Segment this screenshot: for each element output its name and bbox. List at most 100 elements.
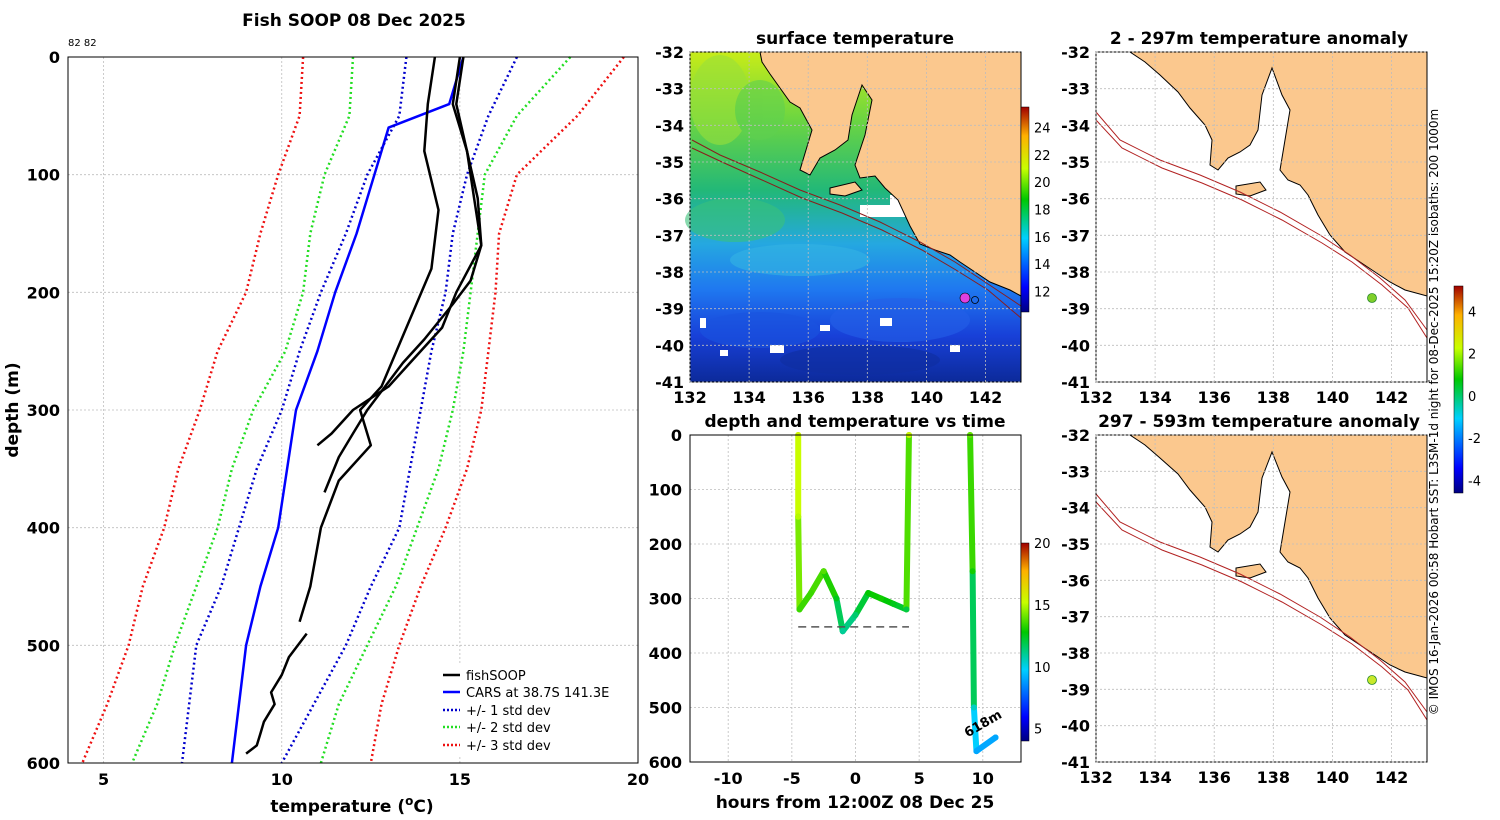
- time-ytick-label: 400: [649, 644, 682, 663]
- time-track-point: [865, 590, 872, 597]
- time-xtick-label: 5: [914, 769, 925, 788]
- time-ytick-label: 300: [649, 590, 682, 609]
- time-ytick-label: 100: [649, 481, 682, 500]
- anomaly-upper-marker: [1367, 293, 1377, 303]
- anomaly-lower-xtick-label: 134: [1138, 768, 1171, 787]
- time-track-point: [877, 595, 884, 602]
- anomaly-lower-xtick-label: 142: [1375, 768, 1408, 787]
- anomaly-lower-panel: 297 - 593m temperature anomaly 132 134 136…: [1061, 412, 1428, 787]
- profile-series--3-std: [81, 56, 305, 764]
- sst-xtick-label: 134: [732, 388, 765, 407]
- sst-colorbar-tick: 22: [1034, 149, 1051, 164]
- legend-label-fishsoop: fishSOOP: [466, 669, 526, 684]
- time-track-point: [890, 600, 897, 607]
- sst-ytick-label: -36: [655, 190, 684, 209]
- anomaly-upper-isobath-200: [1095, 111, 1428, 331]
- anomaly-upper-ytick-label: -33: [1061, 80, 1090, 99]
- profile-series-fishsoop-cast-b: [298, 56, 440, 623]
- sst-colorbar-tick: 14: [1034, 258, 1051, 273]
- sst-xtick-label: 136: [792, 388, 825, 407]
- anomaly-upper-ytick-label: -37: [1061, 226, 1090, 245]
- anomaly-colorbar-tick: -2: [1468, 432, 1481, 447]
- anomaly-upper-xtick-label: 132: [1079, 388, 1112, 407]
- legend-label-3std: +/- 3 std dev: [466, 739, 551, 754]
- legend-box: [437, 664, 622, 756]
- profile-ytick-label: 300: [27, 401, 60, 420]
- profile-xtick-label: 5: [98, 770, 109, 789]
- profile-ytick-label: 200: [27, 283, 60, 302]
- sst-ytick-label: -37: [655, 226, 684, 245]
- sst-colorbar-tick: 12: [1034, 286, 1051, 301]
- time-track-point: [903, 606, 910, 613]
- sst-ytick-label: -41: [655, 373, 684, 392]
- time-xtick-label: -10: [714, 769, 743, 788]
- anomaly-lower-ytick-label: -34: [1061, 499, 1090, 518]
- time-xlabel: hours from 12:00Z 08 Dec 25: [716, 793, 995, 813]
- sst-ytick-label: -33: [655, 80, 684, 99]
- anomaly-lower-isobath-200: [1095, 493, 1428, 713]
- anomaly-upper-ytick-label: -41: [1061, 373, 1090, 392]
- sst-xtick-label: 142: [969, 388, 1002, 407]
- profile-ytick-label: 100: [27, 166, 60, 185]
- sst-colorbar-tick: 18: [1034, 204, 1051, 219]
- time-track-point: [795, 513, 802, 520]
- profile-legend: fishSOOP CARS at 38.7S 141.3E +/- 1 std …: [437, 664, 622, 756]
- profile-xtick-label: 20: [627, 770, 649, 789]
- time-track-segment: [852, 590, 872, 618]
- profile-series-fishsoop-deep: [245, 632, 308, 755]
- anomaly-upper-ytick-label: -32: [1061, 43, 1090, 62]
- anomaly-lower-isobath-1000: [1095, 501, 1428, 721]
- anomaly-upper-panel: 2 - 297m temperature anomaly 132 134 136 13…: [1061, 29, 1428, 407]
- anomaly-upper-ytick-label: -40: [1061, 336, 1090, 355]
- anomaly-lower-ytick-label: -41: [1061, 753, 1090, 772]
- anomaly-lower-ytick-label: -35: [1061, 535, 1090, 554]
- profile-series--2-std: [319, 56, 572, 764]
- sst-xtick-label: 140: [910, 388, 943, 407]
- sst-ytick-label: -39: [655, 300, 684, 319]
- anomaly-lower-xtick-label: 132: [1079, 768, 1112, 787]
- profile-series--1-std: [280, 56, 519, 764]
- profile-panel: Fish SOOP 08 Dec 2025 82 82 5 10 15 2001002…: [3, 11, 649, 817]
- anomaly-colorbar-tick: -4: [1468, 474, 1481, 489]
- time-track-segment: [807, 568, 827, 597]
- time-colorbar-tick: 5: [1034, 723, 1042, 738]
- profile-ytick-label: 0: [49, 48, 60, 67]
- anomaly-lower-ytick-label: -33: [1061, 462, 1090, 481]
- anomaly-lower-xtick-label: 138: [1257, 768, 1290, 787]
- time-xtick-label: 0: [850, 769, 861, 788]
- profile-series-cars-mean: [230, 56, 465, 764]
- sst-cars-marker: [971, 296, 979, 304]
- time-ytick-label: 200: [649, 535, 682, 554]
- anomaly-upper-xtick-label: 136: [1198, 388, 1231, 407]
- sst-panel: surface temperature 132 134 136 13: [655, 29, 1050, 407]
- time-track-segment: [820, 568, 840, 602]
- time-track-segment: [903, 432, 912, 613]
- anomaly-lower-xtick-label: 136: [1198, 768, 1231, 787]
- sst-ytick-label: -35: [655, 153, 684, 172]
- anomaly-lower-ytick-label: -38: [1061, 644, 1090, 663]
- anomaly-lower-ytick-label: -32: [1061, 426, 1090, 445]
- time-track-point: [833, 595, 840, 602]
- time-track-segment: [973, 734, 999, 755]
- time-panel: depth and temperature vs time 618m -10 -5…: [649, 412, 1051, 813]
- time-track-point: [992, 734, 999, 741]
- anomaly-lower-xtick-label: 140: [1316, 768, 1349, 787]
- sst-ytick-label: -40: [655, 336, 684, 355]
- time-track-point: [969, 568, 976, 575]
- anomaly-upper-xtick-label: 140: [1316, 388, 1349, 407]
- anomaly-colorbar-tick: 4: [1468, 305, 1476, 320]
- time-track-point: [796, 606, 803, 613]
- sst-ytick-label: -34: [655, 116, 684, 135]
- anomaly-lower-ytick-label: -39: [1061, 680, 1090, 699]
- anomaly-upper-ytick-label: -36: [1061, 190, 1090, 209]
- profile-ytick-label: 500: [27, 636, 60, 655]
- time-track-segment: [969, 568, 977, 711]
- time-ytick-label: 0: [671, 426, 682, 445]
- time-ytick-label: 600: [649, 753, 682, 772]
- sst-colorbar: [1020, 106, 1030, 313]
- sst-title: surface temperature: [756, 29, 954, 49]
- time-ytick-label: 500: [649, 699, 682, 718]
- time-track-point: [973, 748, 980, 755]
- time-xtick-label: 10: [972, 769, 994, 788]
- profile-series--1-std: [180, 56, 408, 764]
